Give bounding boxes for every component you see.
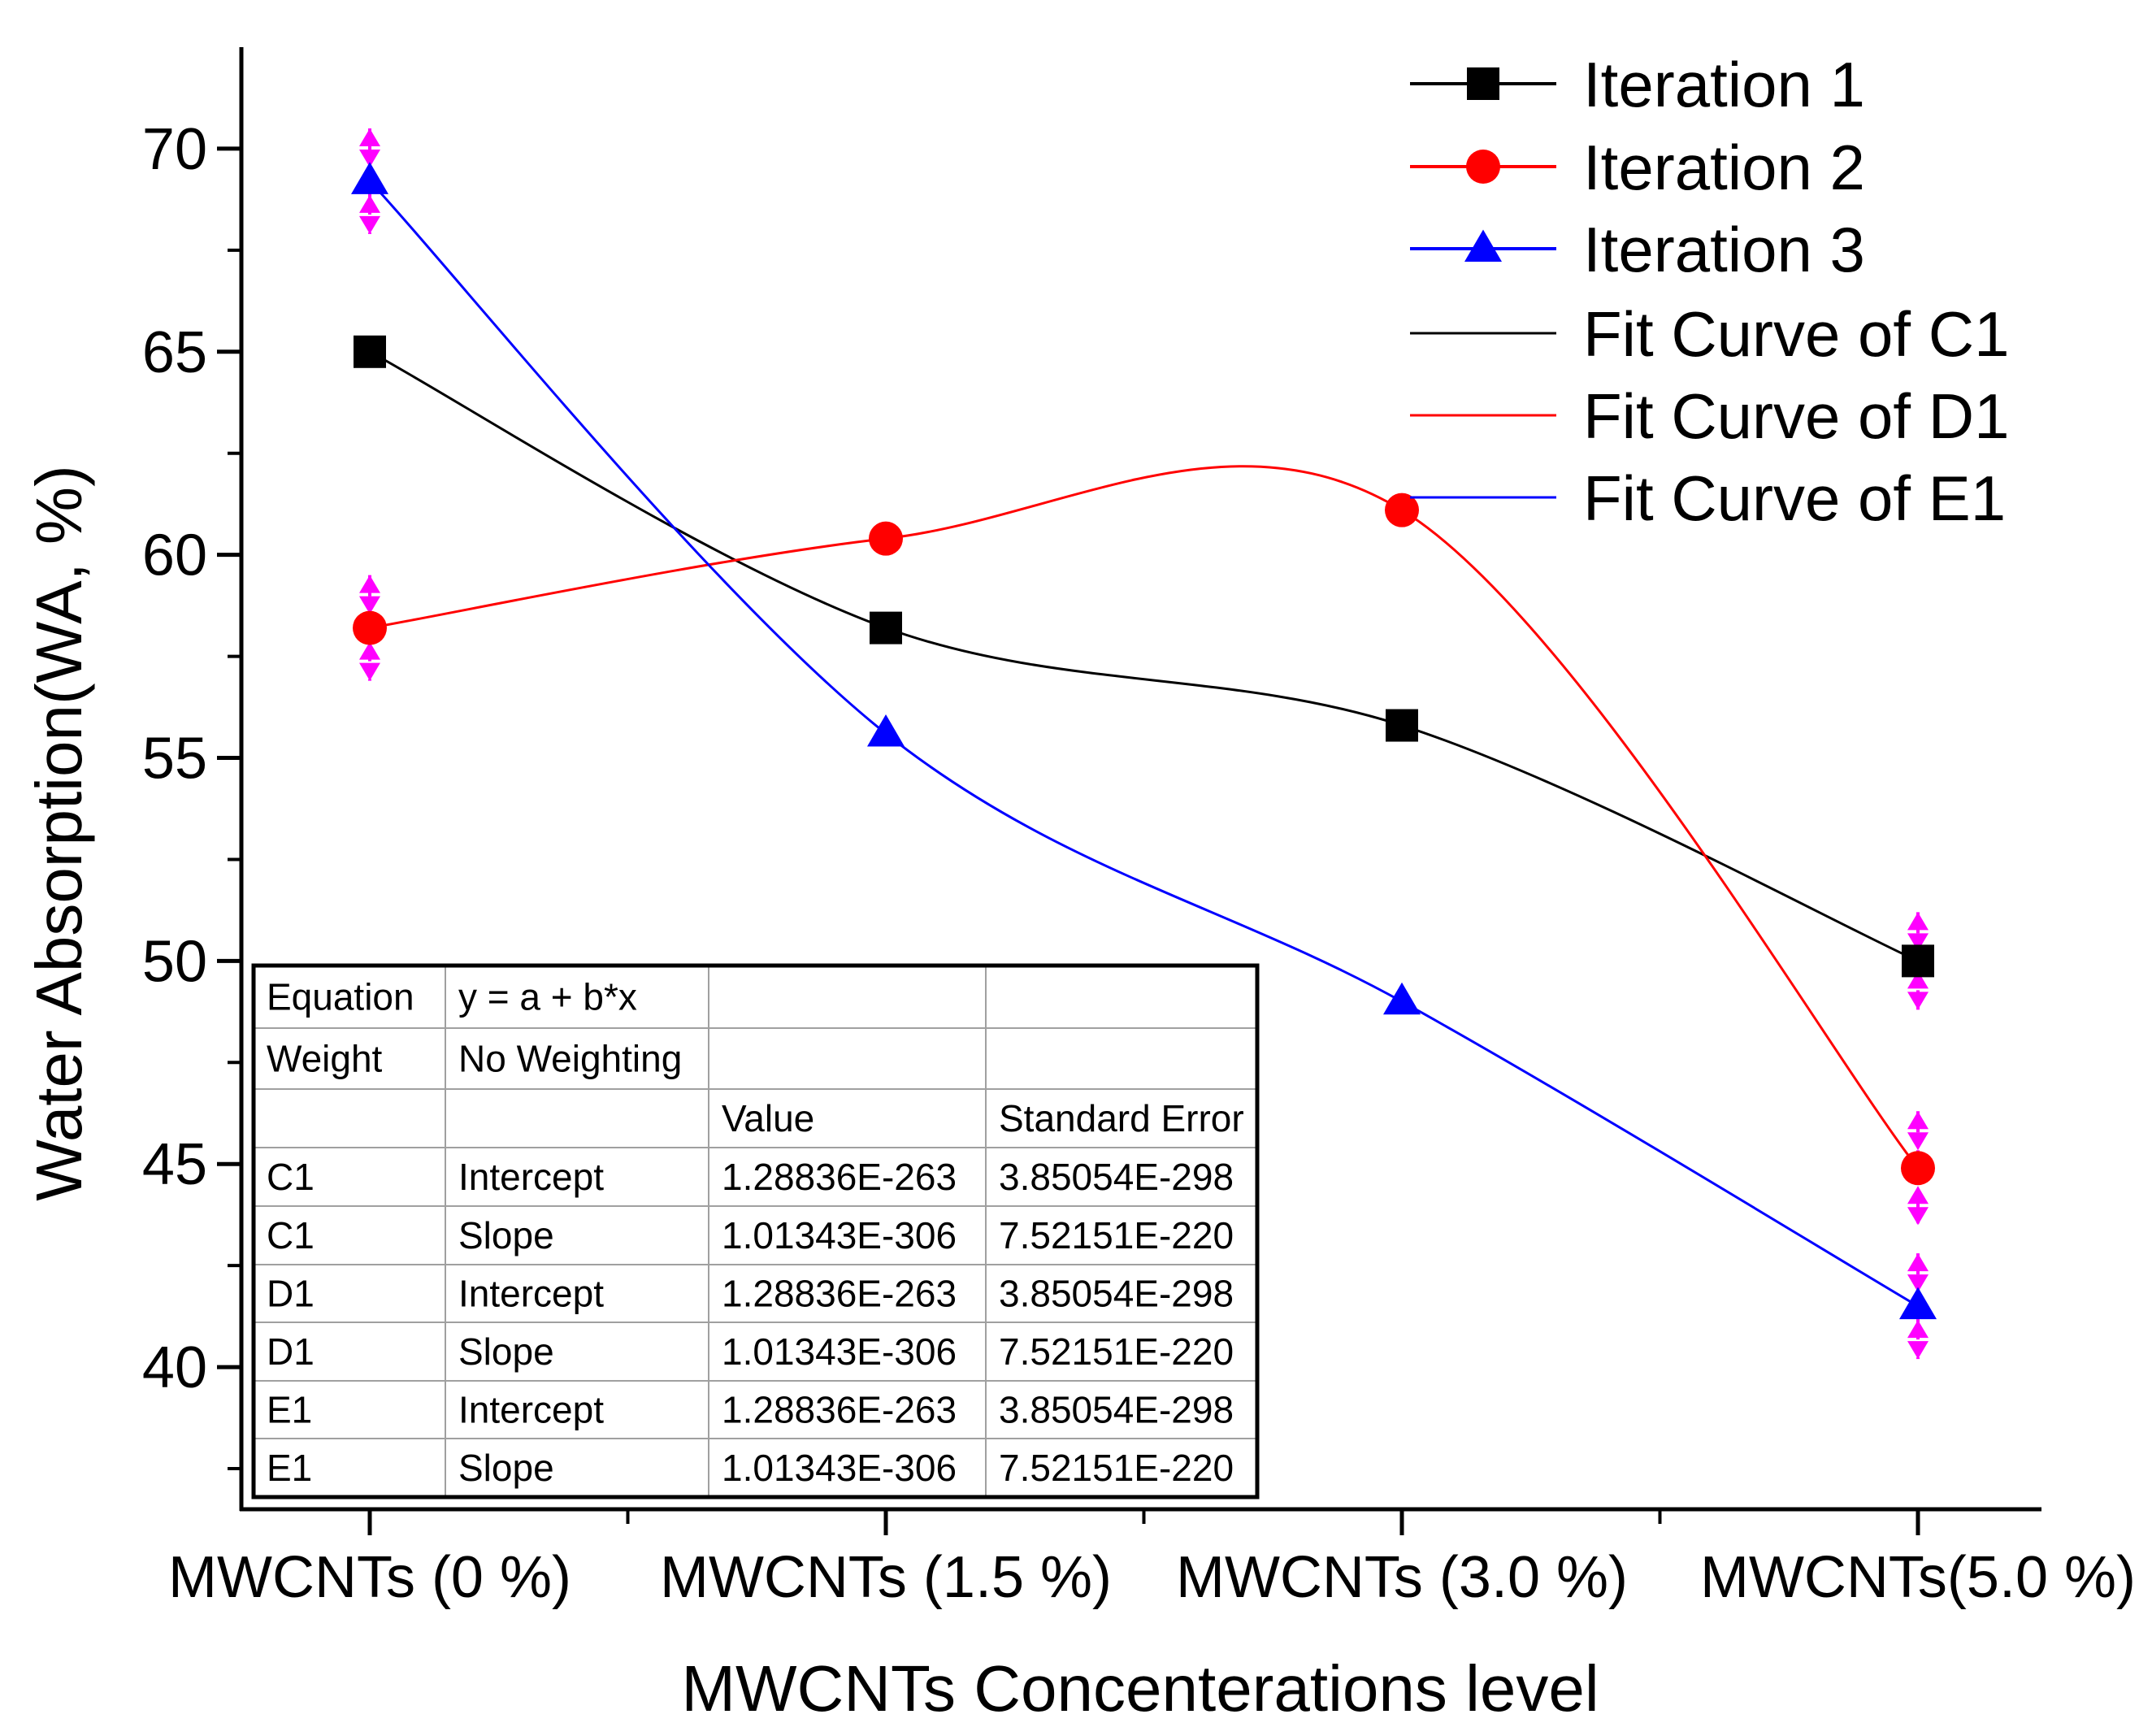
error-bar-cap [1907,1320,1929,1339]
table-cell: Equation [267,976,414,1018]
series-3-point [1899,1287,1937,1320]
x-tick-label: MWCNTs (1.5 %) [660,1545,1112,1610]
error-bar-cap [1907,933,1929,952]
legend-label-fit-2: Fit Curve of D1 [1583,380,2009,452]
error-bar-cap [359,149,380,167]
table-cell: 1.01343E-306 [722,1447,957,1489]
y-tick-label: 65 [142,320,207,385]
legend-label-series-3: Iteration 3 [1583,214,1865,285]
table-cell: No Weighting [458,1038,682,1080]
table-cell: 3.85054E-298 [999,1156,1234,1198]
error-bar-cap [359,194,380,213]
table-cell: E1 [267,1447,312,1489]
y-tick-label: 70 [142,117,207,182]
series-2-point [1385,493,1419,527]
table-cell: 1.01343E-306 [722,1330,957,1373]
table-cell: C1 [267,1214,315,1256]
x-tick-label: MWCNTs(5.0 %) [1700,1545,2136,1610]
table-cell: D1 [267,1330,315,1373]
table-cell: Slope [458,1447,554,1489]
legend-label-fit-3: Fit Curve of E1 [1583,462,2006,534]
table-cell: 7.52151E-220 [999,1214,1234,1256]
fit-curve-1 [369,350,1919,962]
table-cell: 1.28836E-263 [722,1273,957,1315]
y-tick-label: 40 [142,1335,207,1400]
series-1-point [354,335,386,368]
series-2-point [869,521,903,556]
axes: 40 45 50 55 60 65 70 MWCNTs (0 %) MWCNTs (1.5 %)… [142,47,2136,1610]
legend: Iteration 1 Iteration 2 Iteration 3 Fit Cur… [1410,49,2009,534]
series-3-point [1383,982,1421,1015]
table-cell: y = a + b*x [458,976,637,1018]
table-border [251,963,1260,1499]
legend-marker-3 [1464,229,1502,262]
table-cell: 3.85054E-298 [999,1389,1234,1431]
legend-label-fit-1: Fit Curve of C1 [1583,298,2009,370]
table-cell: Slope [458,1214,554,1256]
error-bar-cap [359,575,380,593]
y-tick-label: 55 [142,727,207,792]
data-markers [351,162,1937,1320]
error-bar-cap [1907,1207,1929,1226]
error-bar-cap [1907,1274,1929,1293]
series-1-point [1386,709,1418,742]
fit-parameters-table: Equation y = a + b*x Weight No Weighting Val… [251,963,1260,1499]
series-1-point [870,611,902,644]
error-bar-cap [1907,1186,1929,1204]
table-cell: 1.28836E-263 [722,1389,957,1431]
table-background [254,966,1257,1497]
legend-label-series-2: Iteration 2 [1583,132,1865,203]
y-axis-title: Water Absorption(WA, %) [23,465,95,1200]
error-bar-cap [359,596,380,614]
error-bar-cap [359,215,380,234]
error-bar-cap [1907,1341,1929,1360]
x-tick-label: MWCNTs (3.0 %) [1176,1545,1628,1610]
legend-label-series-1: Iteration 1 [1583,49,1865,120]
table-cell: D1 [267,1273,315,1315]
series-3-point [351,162,388,194]
y-tick-label: 45 [142,1132,207,1197]
table-cell: 7.52151E-220 [999,1330,1234,1373]
fit-curve-2 [369,465,1920,1170]
table-cell: Slope [458,1330,554,1373]
table-cell: 1.28836E-263 [722,1156,957,1198]
table-cell: 7.52151E-220 [999,1447,1234,1489]
series-2-point [353,610,387,645]
table-cell: Value [722,1097,814,1139]
table-cell: Intercept [458,1156,604,1198]
y-tick-label: 60 [142,523,207,588]
y-tick-label: 50 [142,929,207,994]
table-cell: Intercept [458,1273,604,1315]
error-bar-cap [359,662,380,681]
series-1-point [1902,944,1934,978]
series-3-point [867,714,905,747]
error-bar-cap [1907,912,1929,931]
table-cell: Intercept [458,1389,604,1431]
x-tick-label: MWCNTs (0 %) [168,1545,571,1610]
fit-curve-3 [368,180,1919,1308]
legend-marker-2 [1466,150,1500,184]
table-cell: Standard Error [999,1097,1244,1139]
table-cell: E1 [267,1389,312,1431]
table-cell: 3.85054E-298 [999,1273,1234,1315]
fit-curves [368,180,1920,1308]
series-2-point [1901,1151,1935,1186]
table-cell: 1.01343E-306 [722,1214,957,1256]
error-bar-cap [1907,992,1929,1010]
error-bar-cap [1907,1132,1929,1151]
table-cell: Weight [267,1038,383,1080]
x-axis-title: MWCNTs Concenterations level [681,1652,1599,1725]
error-bar-cap [1907,1253,1929,1272]
error-bar-cap [1907,1111,1929,1130]
error-bar-cap [1907,970,1929,989]
error-bar-cap [359,128,380,146]
error-bar-cap [359,641,380,660]
table-cell: C1 [267,1156,315,1198]
legend-marker-1 [1467,67,1499,100]
